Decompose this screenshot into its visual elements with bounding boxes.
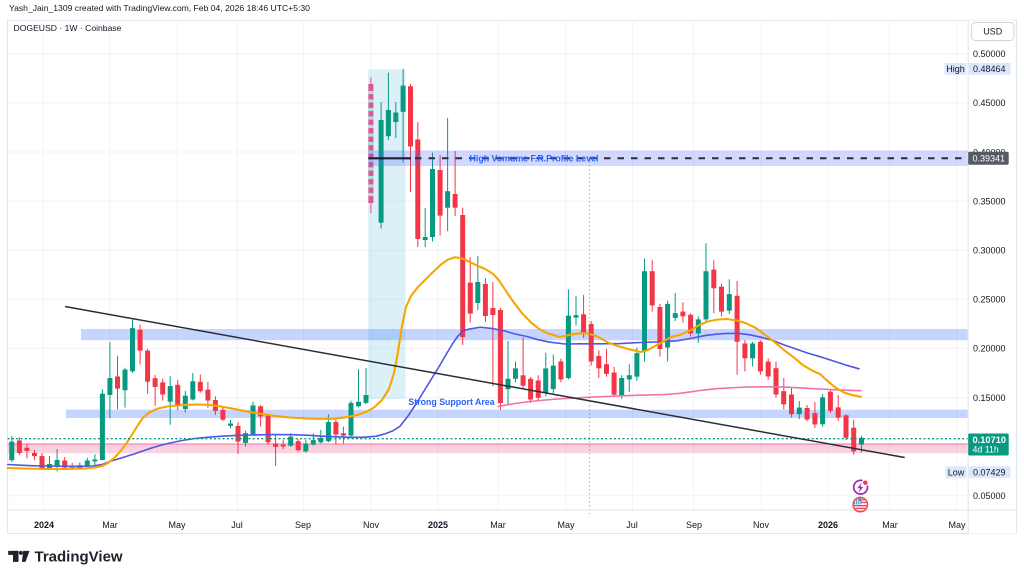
svg-text:2025: 2025 bbox=[428, 520, 448, 530]
svg-text:Mar: Mar bbox=[490, 520, 506, 530]
svg-text:Jul: Jul bbox=[626, 520, 638, 530]
svg-text:Jul: Jul bbox=[231, 520, 243, 530]
svg-text:Yash_Jain_1309 created with Tr: Yash_Jain_1309 created with TradingView.… bbox=[9, 3, 310, 13]
svg-text:Sep: Sep bbox=[295, 520, 311, 530]
svg-text:0.25000: 0.25000 bbox=[973, 295, 1006, 305]
svg-text:DOGEUSD · 1W · Coinbase: DOGEUSD · 1W · Coinbase bbox=[14, 23, 122, 33]
svg-text:4d 11h: 4d 11h bbox=[973, 445, 999, 455]
svg-text:0.05000: 0.05000 bbox=[973, 491, 1006, 501]
svg-text:Strong Support Area: Strong Support Area bbox=[408, 397, 494, 407]
svg-text:USD: USD bbox=[983, 27, 1003, 37]
svg-text:0.07429: 0.07429 bbox=[973, 468, 1006, 478]
svg-text:2026: 2026 bbox=[818, 520, 838, 530]
svg-text:May: May bbox=[557, 520, 575, 530]
svg-text:0.15000: 0.15000 bbox=[973, 393, 1006, 403]
svg-text:May: May bbox=[948, 520, 966, 530]
svg-text:TradingView: TradingView bbox=[35, 548, 123, 565]
svg-text:0.39341: 0.39341 bbox=[973, 154, 1006, 164]
svg-text:Sep: Sep bbox=[686, 520, 702, 530]
svg-text:0.10710: 0.10710 bbox=[973, 435, 1007, 445]
svg-text:Nov: Nov bbox=[363, 520, 380, 530]
svg-text:0.30000: 0.30000 bbox=[973, 246, 1006, 256]
svg-text:2024: 2024 bbox=[34, 520, 54, 530]
svg-text:Low: Low bbox=[948, 468, 965, 478]
svg-text:0.48464: 0.48464 bbox=[973, 64, 1006, 74]
svg-text:May: May bbox=[168, 520, 186, 530]
svg-text:0.50000: 0.50000 bbox=[973, 49, 1006, 59]
svg-text:0.35000: 0.35000 bbox=[973, 196, 1006, 206]
svg-text:High: High bbox=[946, 64, 965, 74]
svg-text:Nov: Nov bbox=[753, 520, 770, 530]
svg-text:Mar: Mar bbox=[882, 520, 898, 530]
svg-text:0.45000: 0.45000 bbox=[973, 98, 1006, 108]
svg-text:Mar: Mar bbox=[102, 520, 118, 530]
svg-text:High Vomume F.R.Profile Level: High Vomume F.R.Profile Level bbox=[470, 153, 599, 163]
svg-text:0.20000: 0.20000 bbox=[973, 344, 1006, 354]
